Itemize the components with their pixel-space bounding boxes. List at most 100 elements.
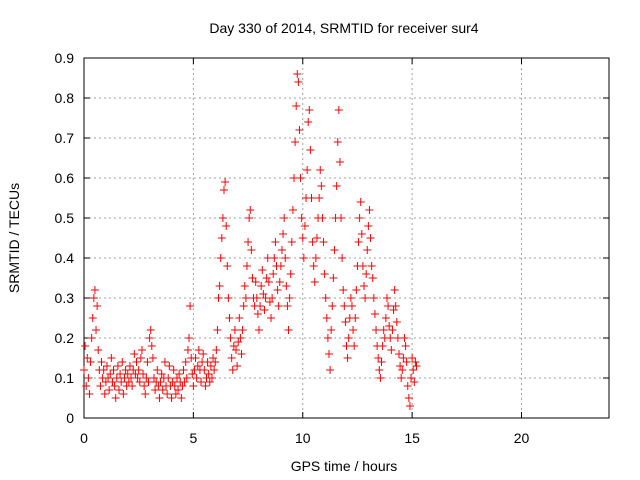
data-point xyxy=(171,390,180,398)
data-point xyxy=(191,354,200,362)
data-point xyxy=(230,326,239,334)
data-point xyxy=(130,350,139,358)
data-point xyxy=(167,394,176,402)
data-point xyxy=(200,366,209,374)
data-point xyxy=(376,374,385,382)
data-point xyxy=(165,362,174,370)
data-point xyxy=(92,326,101,334)
data-point xyxy=(179,366,188,374)
data-point xyxy=(235,314,244,322)
data-point xyxy=(174,386,183,394)
data-point xyxy=(151,386,160,394)
data-point xyxy=(268,294,277,302)
data-point xyxy=(194,346,203,354)
data-point xyxy=(317,182,326,190)
data-point xyxy=(157,370,166,378)
data-point xyxy=(297,214,306,222)
data-point xyxy=(402,358,411,366)
y-tick-label: 0.4 xyxy=(55,250,75,266)
data-point xyxy=(88,314,97,322)
data-point xyxy=(312,234,321,242)
data-point xyxy=(408,354,417,362)
data-point xyxy=(267,314,276,322)
y-tick-label: 0.6 xyxy=(55,170,75,186)
data-point xyxy=(277,246,286,254)
data-point xyxy=(217,234,226,242)
data-point xyxy=(106,370,115,378)
y-axis-label: SRMTID / TECUs xyxy=(6,183,22,293)
data-point xyxy=(185,334,193,342)
data-point xyxy=(199,350,208,358)
data-point xyxy=(216,254,225,262)
data-point xyxy=(337,214,346,222)
data-point xyxy=(269,270,278,278)
data-point xyxy=(400,334,409,342)
data-point xyxy=(321,294,330,302)
data-point xyxy=(105,386,114,394)
x-axis: 0 5 10 15 20 xyxy=(80,58,529,446)
data-point xyxy=(377,358,386,366)
data-point xyxy=(358,262,367,270)
data-point xyxy=(369,294,378,302)
y-tick-label: 0.1 xyxy=(55,370,75,386)
data-point xyxy=(182,374,191,382)
data-point xyxy=(128,382,137,390)
data-point xyxy=(211,358,220,366)
data-point xyxy=(206,362,215,370)
data-point xyxy=(344,334,353,342)
data-point xyxy=(285,294,294,302)
data-point xyxy=(270,254,279,262)
data-point xyxy=(119,390,128,398)
data-point xyxy=(390,286,399,294)
data-point xyxy=(407,374,416,382)
data-point xyxy=(303,166,312,174)
data-point xyxy=(323,334,332,342)
data-point xyxy=(240,282,249,290)
data-point xyxy=(391,302,400,310)
data-point xyxy=(227,354,236,362)
data-point xyxy=(207,374,216,382)
data-point xyxy=(356,198,365,206)
data-point xyxy=(170,382,179,390)
data-point xyxy=(204,370,213,378)
data-point xyxy=(117,378,126,386)
data-point xyxy=(234,338,243,346)
y-tick-label: 0.3 xyxy=(55,290,75,306)
data-point xyxy=(192,374,201,382)
data-point xyxy=(90,286,99,294)
data-point xyxy=(81,342,90,350)
data-point xyxy=(382,294,391,302)
data-point xyxy=(396,362,405,370)
data-point xyxy=(220,186,228,194)
data-point xyxy=(84,374,93,382)
data-point xyxy=(145,334,154,342)
data-point xyxy=(363,246,372,254)
data-points xyxy=(80,70,421,410)
data-point xyxy=(186,302,195,310)
data-point xyxy=(96,382,105,390)
data-point xyxy=(158,386,167,394)
data-point xyxy=(94,346,103,354)
data-point xyxy=(411,358,420,366)
data-point xyxy=(169,366,178,374)
data-point xyxy=(372,326,381,334)
data-point xyxy=(279,230,288,238)
data-point xyxy=(374,354,383,362)
data-point xyxy=(281,254,290,262)
data-point xyxy=(210,366,219,374)
data-point xyxy=(284,326,293,334)
data-point xyxy=(255,326,263,334)
data-point xyxy=(392,318,401,326)
data-point xyxy=(239,302,248,310)
data-point xyxy=(365,206,374,214)
data-point xyxy=(354,238,363,246)
data-point xyxy=(327,326,336,334)
y-tick-label: 0.5 xyxy=(55,210,75,226)
data-point xyxy=(102,362,111,370)
data-point xyxy=(212,346,221,354)
data-point xyxy=(141,390,150,398)
data-point xyxy=(125,362,134,370)
data-point xyxy=(343,354,352,362)
data-point xyxy=(189,382,198,390)
data-point xyxy=(283,302,292,310)
